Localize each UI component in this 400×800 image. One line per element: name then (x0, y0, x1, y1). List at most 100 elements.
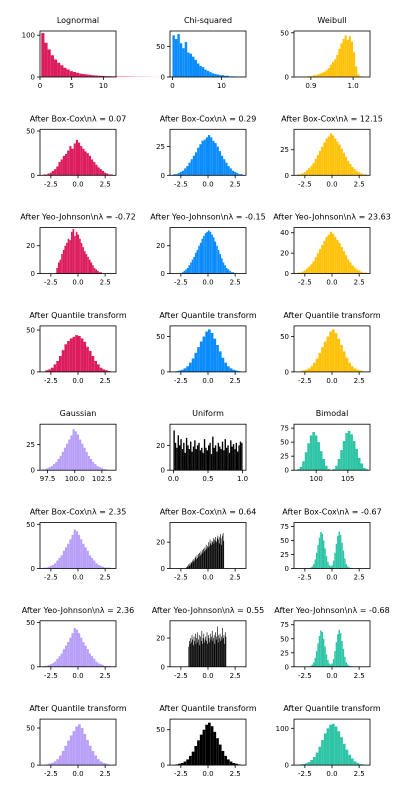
histogram-bar (45, 567, 48, 569)
histogram-bar (222, 535, 223, 569)
histogram-bar (174, 38, 178, 77)
histogram-bar (208, 635, 209, 667)
histogram-bar (324, 548, 326, 569)
histogram-bar (315, 358, 319, 372)
histogram-bar (216, 74, 220, 77)
histogram-bar (236, 173, 239, 176)
histogram-bar (208, 445, 210, 471)
histogram-bar (360, 463, 364, 471)
histogram-bar (49, 664, 52, 667)
histogram-bar (216, 146, 219, 176)
histogram-bar (321, 244, 324, 274)
histogram-bar (212, 640, 214, 667)
histogram-bar (51, 170, 55, 176)
subplot-title: After Box-Cox\nλ = 0.29 (160, 114, 257, 123)
histogram-bar (88, 555, 92, 569)
histogram-bar (330, 664, 332, 667)
x-tick-label: 2.5 (354, 180, 365, 188)
histogram-bar (191, 259, 194, 274)
histogram-bar (231, 446, 233, 471)
subplot-title: After Yeo-Johnson\nλ = 23.63 (273, 213, 391, 222)
histogram-bar (328, 663, 331, 667)
y-tick-label: 50 (26, 521, 35, 529)
y-tick-label: 0 (31, 762, 35, 770)
histogram-bar (193, 559, 195, 569)
histogram-bar (307, 762, 311, 766)
y-tick-label: 50 (156, 43, 165, 51)
histogram-bar (334, 236, 337, 274)
histogram-bar (47, 49, 51, 77)
histogram-bar (235, 370, 238, 372)
histogram-bar (75, 629, 78, 667)
histogram-bar (192, 560, 193, 569)
x-tick-label: -2.5 (298, 770, 312, 778)
subplot-title: After Box-Cox\nλ = -0.67 (282, 508, 381, 517)
histogram-bar (187, 567, 189, 569)
histogram-bar (173, 430, 175, 471)
histogram-bar (227, 366, 230, 372)
histogram-bar (186, 567, 187, 569)
histogram-bar (186, 268, 189, 274)
histogram-bar (78, 724, 81, 766)
histogram-bar (220, 449, 222, 471)
histogram-bar (305, 170, 309, 176)
histogram-bar (355, 269, 359, 274)
histogram-bar (194, 152, 198, 176)
histogram-bar (202, 552, 204, 569)
histogram-bar (197, 740, 200, 766)
histogram-bar (312, 432, 315, 471)
histogram-bar (323, 240, 326, 274)
histogram-bar (194, 59, 197, 77)
subplot-7: After Yeo-Johnson\nλ = -0.72 -2.5 0.0 2.5 0 2… (20, 213, 135, 287)
histogram-bar (210, 332, 214, 372)
histogram-bar (224, 362, 227, 372)
histogram-bar (59, 259, 62, 274)
histogram-bar (334, 59, 337, 77)
histogram-bar (57, 458, 60, 471)
histogram-bar (219, 633, 221, 667)
histogram-bar (58, 162, 61, 176)
x-tick-label: 2.5 (354, 377, 365, 385)
histogram-bar (223, 540, 225, 569)
histogram-bar (191, 751, 195, 766)
x-tick-label: 0.0 (326, 770, 337, 778)
x-tick-label: 0.0 (202, 377, 213, 385)
histogram-bar (186, 759, 189, 766)
histogram-bar (99, 664, 102, 667)
histogram-bar (79, 439, 82, 471)
histogram-bar (194, 633, 196, 667)
histogram-bar (43, 665, 46, 667)
y-tick-label: 50 (156, 726, 165, 734)
histogram-bar (209, 633, 211, 667)
x-tick-label: -2.5 (44, 770, 58, 778)
histogram-bar (346, 39, 349, 77)
histogram-bar (108, 174, 111, 176)
histogram-bar (221, 636, 222, 667)
y-tick-label: 0 (285, 172, 289, 180)
histogram-bar (211, 234, 213, 274)
subplot-2: Chi-squared 0 10 0 50 (156, 16, 247, 90)
histogram-bar (67, 150, 70, 176)
histogram-bar (207, 547, 209, 569)
histogram-bar (305, 268, 309, 274)
y-tick-label: 100 (276, 725, 289, 733)
histogram-bar (181, 272, 184, 274)
histogram-bar (217, 442, 220, 471)
x-tick-label: 105 (341, 475, 354, 483)
x-tick-label: 2.5 (230, 574, 241, 582)
histogram-bar (321, 72, 324, 77)
histogram-bar (78, 142, 81, 176)
histogram-bar (45, 174, 48, 176)
histogram-bar (62, 155, 65, 176)
histogram-bar (187, 52, 190, 77)
histogram-bar (342, 351, 346, 372)
histogram-bar (347, 160, 350, 176)
x-tick-label: 0.0 (202, 180, 213, 188)
histogram-bar (317, 74, 320, 77)
histogram-bar (219, 638, 220, 667)
histogram-bar (238, 174, 241, 176)
histogram-bar (346, 566, 349, 569)
histogram-bar (202, 336, 206, 372)
histogram-bar (69, 146, 72, 176)
